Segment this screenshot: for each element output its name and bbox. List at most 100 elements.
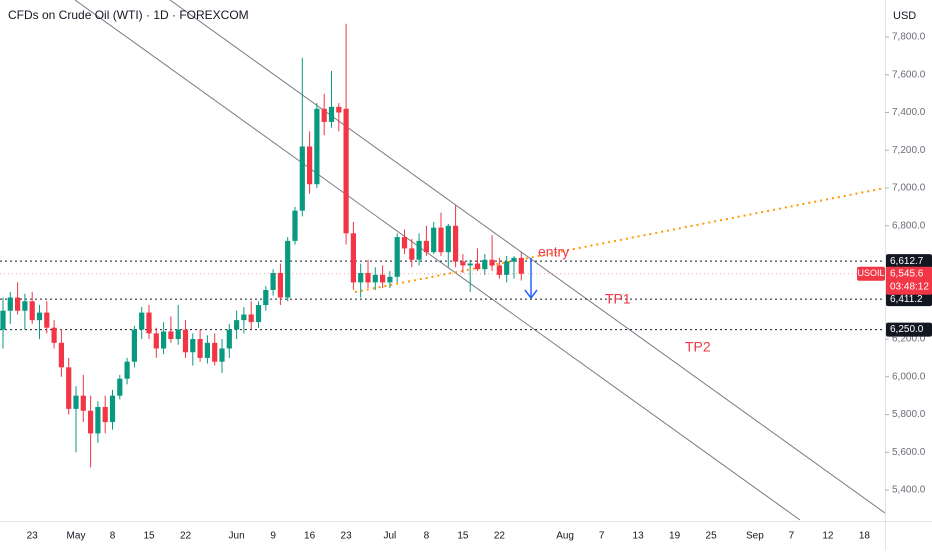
candle-body — [219, 348, 225, 362]
x-tick-label: 9 — [270, 531, 276, 542]
y-tick-label: 5,400.0 — [892, 485, 926, 496]
trend-line — [354, 187, 885, 293]
y-tick-label: 7,800.0 — [892, 32, 926, 43]
candle-body — [292, 210, 298, 241]
y-tick-label: 7,200.0 — [892, 145, 926, 156]
x-tick-label: Aug — [556, 531, 574, 542]
candle-body — [153, 333, 159, 349]
candle-body — [474, 263, 481, 270]
candle-body — [350, 233, 356, 283]
candle-body — [358, 272, 364, 283]
candle-body — [489, 259, 495, 266]
level-label-box — [886, 322, 932, 337]
candle-body — [365, 272, 371, 283]
symbol-box — [857, 266, 885, 281]
x-tick-label: 19 — [669, 531, 681, 542]
y-tick-label: 7,000.0 — [892, 183, 926, 194]
candle-body — [263, 289, 269, 306]
candle-body — [270, 272, 276, 290]
annotation: TP1 — [605, 291, 631, 307]
x-tick-label: 7 — [599, 531, 605, 542]
candle-body — [380, 274, 386, 283]
candle-body — [51, 327, 57, 343]
candle-body — [299, 146, 305, 211]
y-tick-label: 6,800.0 — [892, 220, 926, 231]
annotation: TP2 — [685, 339, 711, 355]
candle-body — [117, 378, 123, 396]
candle-body — [190, 339, 196, 353]
y-tick-label: 5,600.0 — [892, 447, 926, 458]
symbol-label: USOIL — [857, 268, 884, 278]
x-tick-label: 23 — [341, 531, 353, 542]
candle-body — [175, 329, 181, 340]
candle-body — [248, 314, 254, 323]
x-tick-label: Jul — [384, 531, 397, 542]
x-tick-label: 13 — [633, 531, 645, 542]
candle-body — [182, 329, 189, 353]
x-tick-label: 18 — [859, 531, 871, 542]
candle-body — [197, 339, 203, 358]
candle-body — [131, 329, 137, 362]
candle-body — [314, 108, 320, 185]
candle-body — [431, 227, 437, 253]
candle-body — [504, 261, 510, 275]
candle-body — [241, 314, 247, 321]
level-label-box — [886, 254, 932, 269]
last-price-box — [886, 266, 932, 295]
candle-body — [7, 297, 13, 311]
candle-body — [372, 274, 378, 283]
candle-body — [29, 301, 35, 321]
candle-body — [277, 272, 283, 298]
x-tick-label: 15 — [457, 531, 469, 542]
x-tick-label: 22 — [494, 531, 506, 542]
candle-body — [102, 406, 108, 423]
x-tick-label: 22 — [180, 531, 192, 542]
candle-body — [73, 395, 79, 409]
candle-body — [204, 342, 210, 358]
chart-title: CFDs on Crude Oil (WTI) · 1D · FOREXCOM — [8, 8, 249, 22]
arrow-head — [524, 289, 538, 300]
x-tick-label: 23 — [27, 531, 39, 542]
y-tick-label: 7,400.0 — [892, 107, 926, 118]
x-tick-label: May — [67, 531, 86, 542]
candle-body — [95, 406, 101, 434]
candle-body — [255, 305, 262, 323]
currency: USD — [893, 10, 916, 22]
x-tick-label: 7 — [789, 531, 795, 542]
candle-body — [460, 261, 466, 266]
x-tick-label: Jun — [229, 531, 245, 542]
annotation: entry — [538, 244, 569, 260]
candle-body — [321, 108, 327, 122]
candle-body — [445, 225, 451, 253]
x-tick-label: 8 — [110, 531, 116, 542]
x-tick-label: 8 — [424, 531, 430, 542]
candle-body — [109, 395, 116, 423]
candle-body — [343, 108, 349, 234]
candle-body — [328, 106, 335, 122]
candle-body — [124, 361, 130, 379]
overlay: entry TP1 TP2 — [524, 244, 711, 355]
y-tick-label: 6,200.0 — [892, 334, 926, 345]
candle-body — [482, 259, 488, 270]
candle-body — [15, 297, 21, 311]
level-label: 6,612.7 — [890, 256, 924, 267]
candle-body — [146, 312, 152, 334]
candle-body — [66, 367, 72, 409]
candle-body — [212, 342, 218, 362]
candle-body — [0, 310, 6, 330]
x-tick-label: 16 — [304, 531, 316, 542]
level-label: 6,411.2 — [890, 294, 923, 305]
candle-body — [36, 312, 43, 321]
candle-body — [409, 248, 415, 260]
candle-body — [438, 227, 444, 253]
plot-area — [0, 0, 885, 521]
candle-body — [22, 301, 28, 311]
candle-body — [394, 237, 400, 277]
candle-body — [307, 146, 313, 185]
channel-lower — [74, 0, 801, 521]
x-tick-label: Sep — [746, 531, 764, 542]
y-tick-label: 7,600.0 — [892, 69, 926, 80]
candle-body — [496, 265, 502, 275]
